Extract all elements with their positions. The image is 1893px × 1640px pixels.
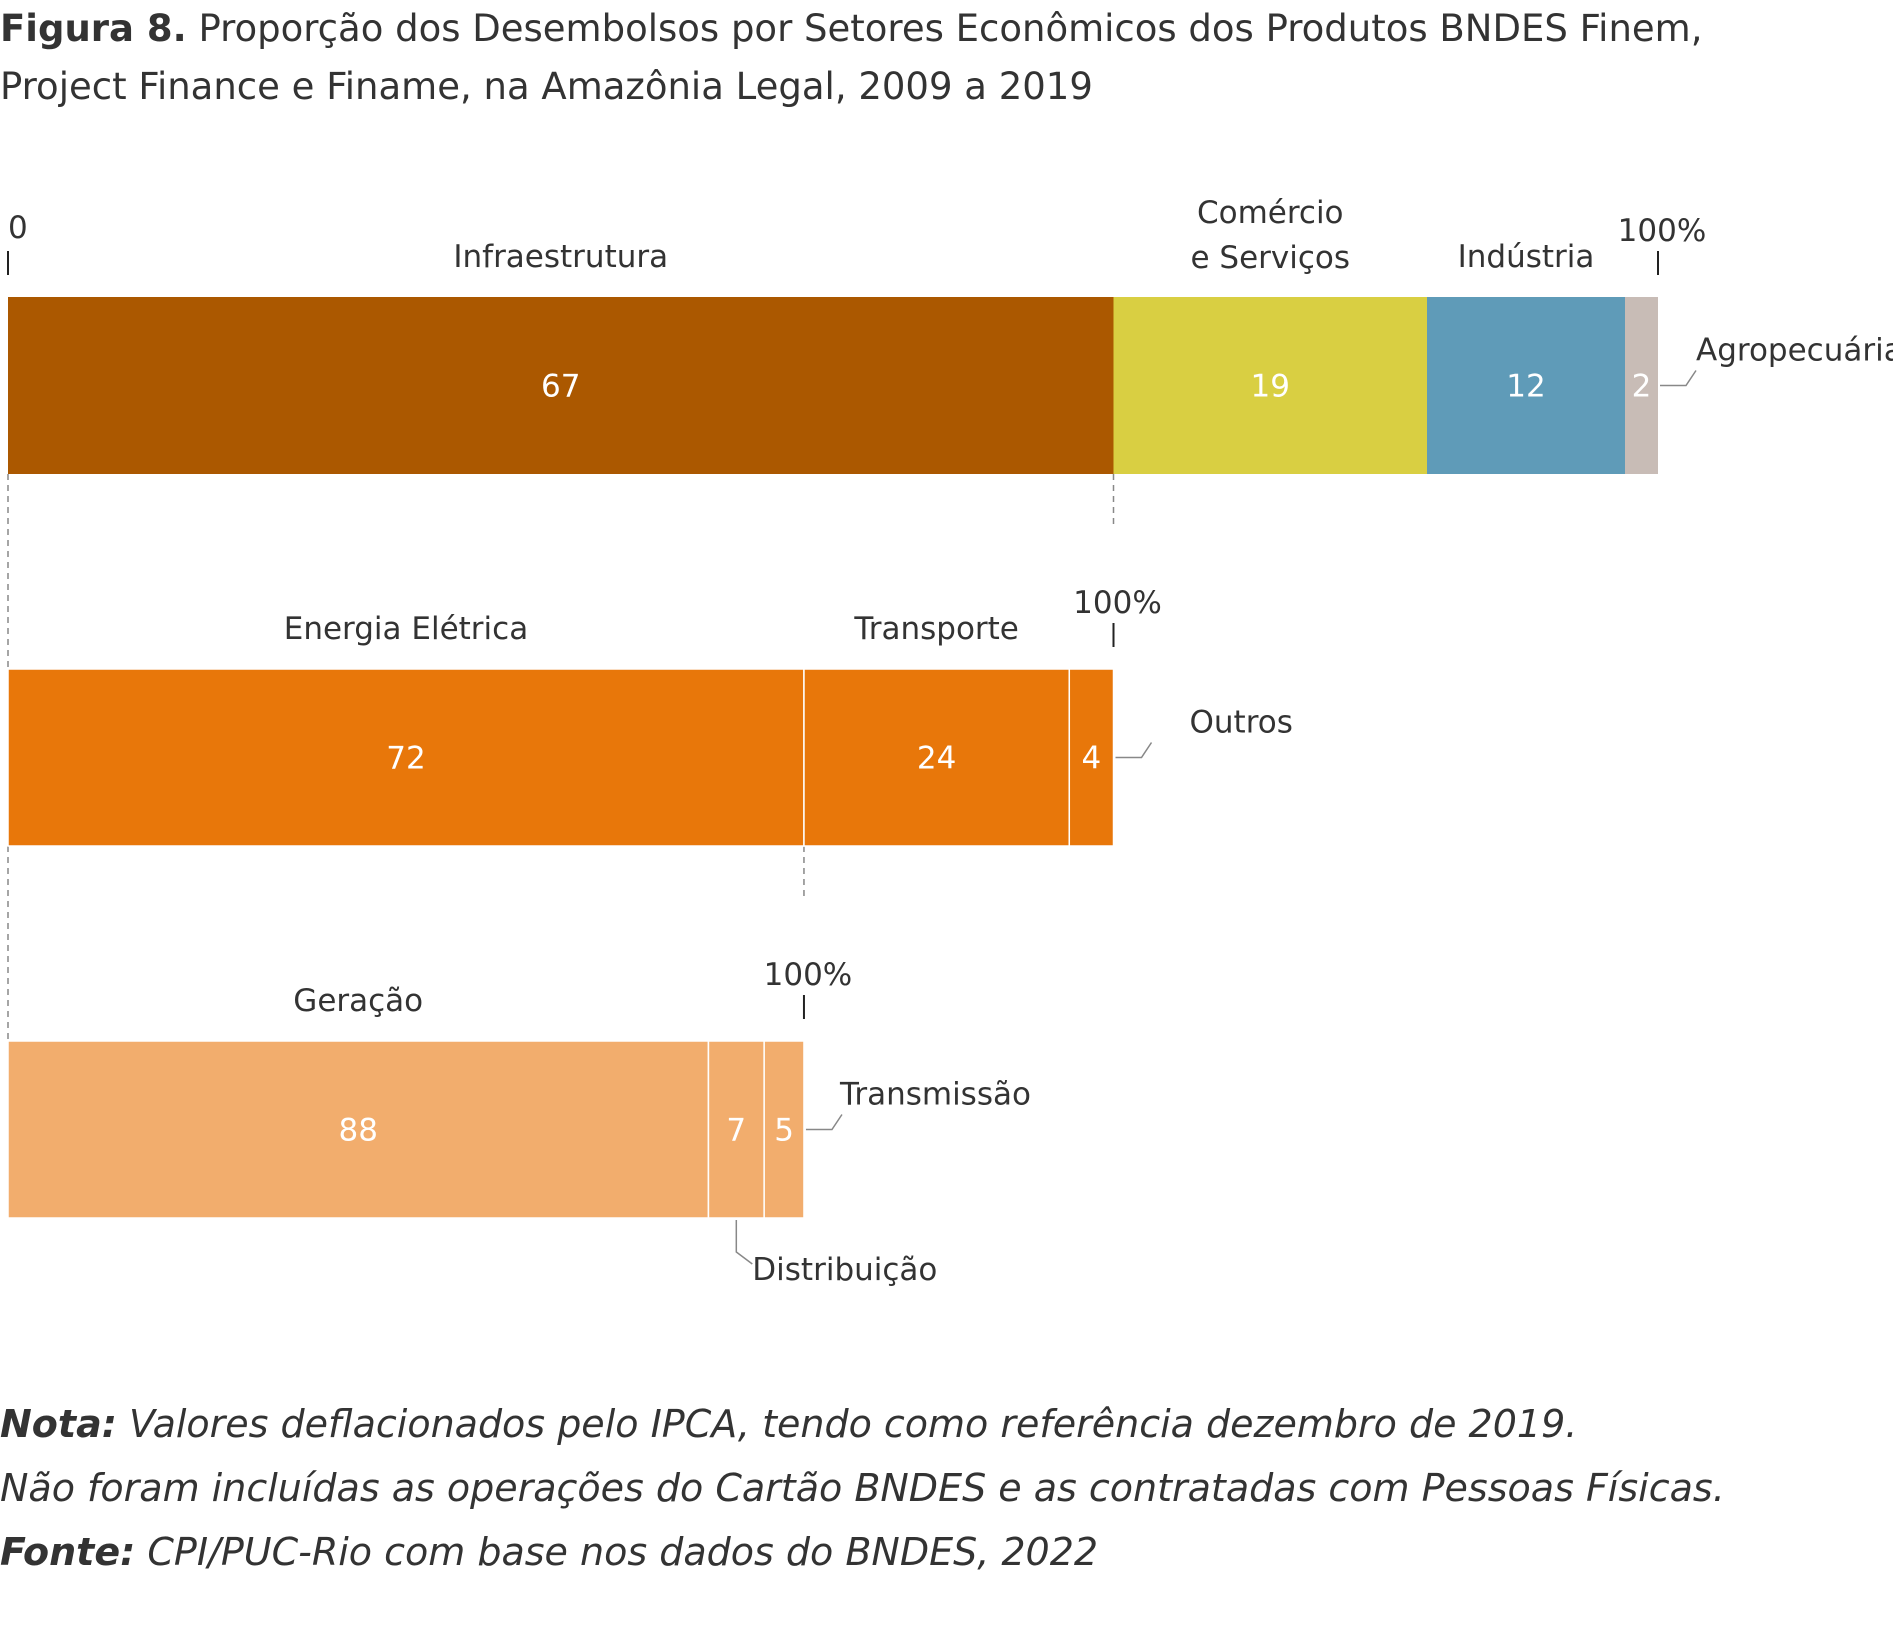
full-label-1: 100% (1073, 585, 1162, 621)
value-label-infraestrutura: 67 (541, 369, 580, 405)
category-label-energia-eletrica: Energia Elétrica (284, 611, 528, 647)
value-label-comercio-e-servicos: 19 (1251, 369, 1290, 405)
notes-block: Nota: Valores deflacionados pelo IPCA, t… (0, 1392, 1880, 1584)
figure-title-line1: Proporção dos Desembolsos por Setores Ec… (198, 7, 1703, 50)
figure-title: Figura 8. Proporção dos Desembolsos por … (0, 0, 1880, 116)
figure-title-line2: Project Finance e Finame, na Amazônia Le… (0, 65, 1093, 108)
bar-segment-comercio-e-servicos (1113, 297, 1427, 474)
category-label-infraestrutura: Infraestrutura (453, 239, 668, 275)
leader-transmissao (805, 1114, 843, 1131)
bar-segment-infraestrutura (8, 297, 1114, 474)
category-label-industria: Indústria (1458, 239, 1595, 275)
note-text: Valores deflacionados pelo IPCA, tendo c… (116, 1402, 1578, 1446)
value-label-transmissao: 5 (774, 1113, 794, 1149)
category-label-transmissao: Transmissão (839, 1077, 1031, 1113)
leader-outros (1115, 742, 1153, 759)
note-line-2: Não foram incluídas as operações do Cart… (0, 1466, 1725, 1510)
bar-segment-agropecuaria (1625, 297, 1658, 474)
bar-segment-energia-eletrica (7, 668, 805, 847)
figure-label: Figura 8. (0, 7, 187, 50)
value-label-transporte: 24 (917, 741, 956, 777)
category-label-outros: Outros (1190, 705, 1293, 741)
note-label: Nota: (0, 1402, 117, 1446)
note-line: Nota: Valores deflacionados pelo IPCA, t… (0, 1392, 1880, 1456)
source-line: Fonte: CPI/PUC-Rio com base nos dados do… (0, 1520, 1880, 1584)
full-label-2: 100% (764, 957, 853, 993)
value-label-agropecuaria: 2 (1632, 369, 1652, 405)
bar-segment-transporte (803, 668, 1071, 847)
leader-distribuicao (735, 1220, 753, 1265)
bar-segment-transmissao (763, 1040, 805, 1219)
source-label: Fonte: (0, 1530, 136, 1574)
value-label-distribuicao: 7 (726, 1113, 746, 1149)
value-label-energia-eletrica: 72 (386, 741, 425, 777)
bar-segment-geracao (7, 1040, 710, 1219)
category-label-comercio-e-servicos: Comércio e Serviços (1190, 195, 1350, 276)
category-label-distribuicao: Distribuição (752, 1252, 937, 1288)
bar-segment-outros (1068, 668, 1115, 847)
category-label-agropecuaria: Agropecuária (1696, 333, 1893, 369)
category-label-transporte: Transporte (853, 611, 1019, 647)
value-label-outros: 4 (1082, 741, 1102, 777)
value-label-geracao: 88 (338, 1113, 377, 1149)
zero-label: 0 (8, 210, 28, 246)
bar-segment-industria (1427, 297, 1625, 474)
leader-agropecuaria (1660, 370, 1697, 387)
category-label-geracao: Geração (293, 983, 423, 1019)
value-label-industria: 12 (1506, 369, 1545, 405)
full-label-0: 100% (1618, 213, 1707, 249)
source-text: CPI/PUC-Rio com base nos dados do BNDES,… (135, 1530, 1099, 1574)
